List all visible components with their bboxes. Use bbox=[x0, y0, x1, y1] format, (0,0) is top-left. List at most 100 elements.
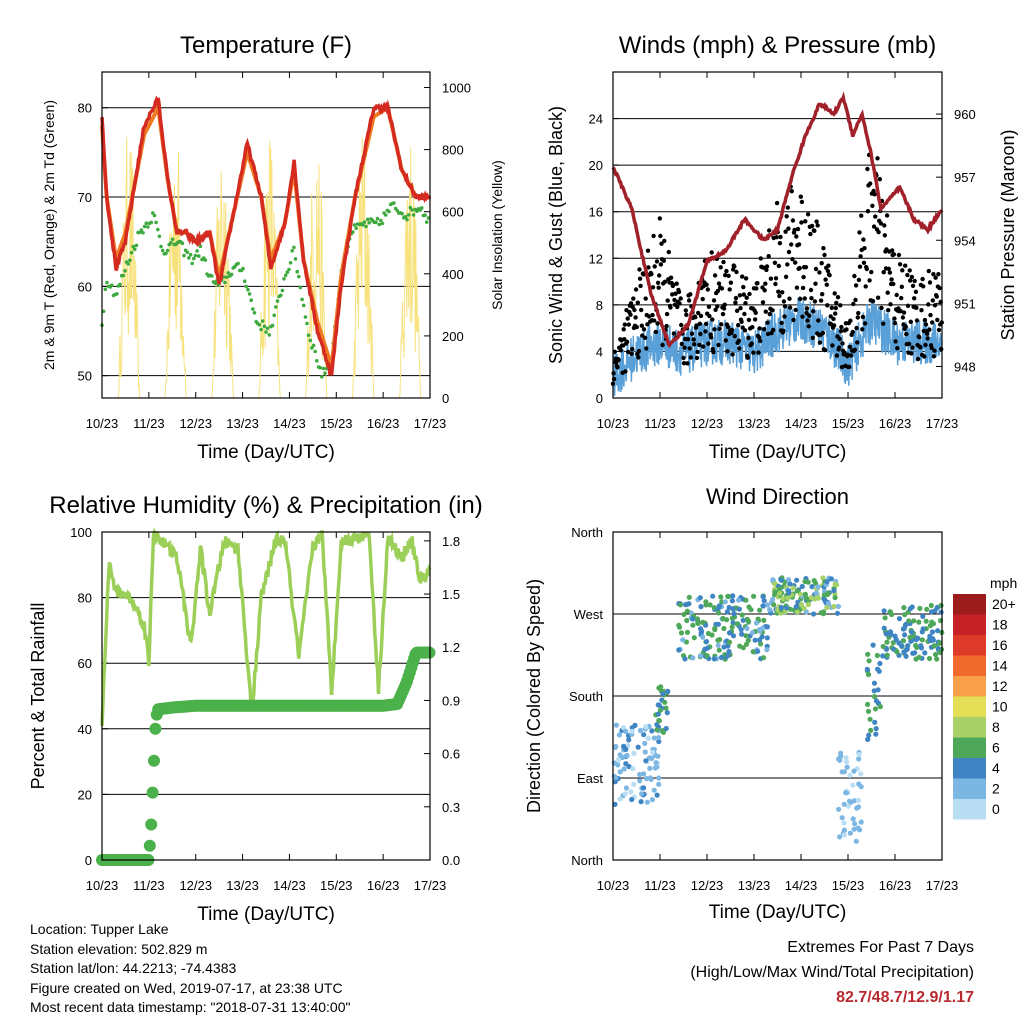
gust-point bbox=[912, 296, 917, 301]
gust-point bbox=[837, 336, 842, 342]
direction-point bbox=[718, 654, 725, 661]
gust-point bbox=[803, 219, 808, 224]
direction-point bbox=[844, 764, 850, 770]
gust-point bbox=[697, 342, 702, 348]
gust-point bbox=[734, 308, 740, 313]
gust-point bbox=[887, 270, 893, 275]
direction-point bbox=[815, 584, 821, 590]
direction-point bbox=[927, 635, 933, 641]
direction-point bbox=[835, 603, 842, 610]
gust-point bbox=[906, 341, 912, 347]
x-tick-label: 15/23 bbox=[320, 878, 353, 893]
colorbar-swatch bbox=[953, 676, 986, 697]
gust-point bbox=[664, 311, 670, 317]
direction-point bbox=[613, 743, 619, 750]
dewpoint-point bbox=[313, 349, 318, 354]
gust-point bbox=[796, 242, 802, 247]
x-tick-label: 14/23 bbox=[273, 878, 306, 893]
direction-point bbox=[824, 604, 830, 611]
direction-point bbox=[637, 727, 644, 734]
gust-point bbox=[933, 275, 938, 280]
gust-point bbox=[732, 264, 737, 269]
gust-point bbox=[655, 321, 660, 326]
direction-point bbox=[631, 781, 637, 788]
direction-point bbox=[856, 751, 862, 758]
gust-point bbox=[795, 226, 801, 232]
direction-point bbox=[647, 765, 653, 772]
gust-point bbox=[798, 296, 803, 302]
gust-point bbox=[850, 329, 855, 335]
dewpoint-point bbox=[192, 256, 196, 261]
direction-point bbox=[937, 640, 943, 646]
gust-point bbox=[937, 285, 942, 291]
gust-point bbox=[862, 246, 867, 251]
y-tick-label: 24 bbox=[589, 112, 603, 127]
gust-point bbox=[733, 295, 739, 301]
direction-point bbox=[662, 699, 668, 705]
dewpoint-point bbox=[264, 330, 268, 334]
gust-point bbox=[694, 355, 700, 361]
gust-point bbox=[808, 287, 814, 293]
gust-point bbox=[908, 278, 913, 283]
direction-point bbox=[721, 625, 727, 632]
dewpoint-point bbox=[187, 256, 191, 260]
gust-point bbox=[727, 287, 732, 292]
x-tick-label: 15/23 bbox=[320, 416, 353, 431]
gust-point bbox=[688, 292, 693, 297]
direction-point bbox=[932, 651, 939, 658]
gust-point bbox=[806, 324, 811, 329]
gust-point bbox=[685, 361, 690, 366]
gust-point bbox=[651, 233, 656, 239]
dewpoint-point bbox=[128, 258, 132, 263]
y-tick-label: 60 bbox=[78, 279, 92, 294]
x-tick-label: 14/23 bbox=[785, 878, 818, 893]
gust-point bbox=[799, 220, 804, 225]
gust-point bbox=[842, 350, 847, 355]
gust-point bbox=[878, 221, 884, 226]
gust-point bbox=[912, 278, 917, 284]
gust-point bbox=[798, 194, 803, 199]
direction-point bbox=[761, 598, 767, 604]
dewpoint-point bbox=[361, 223, 365, 227]
gust-point bbox=[639, 307, 644, 313]
direction-point bbox=[617, 769, 623, 775]
gust-point bbox=[722, 302, 727, 307]
y-axis-label: Percent & Total Rainfall bbox=[28, 603, 48, 790]
dewpoint-point bbox=[410, 208, 414, 212]
gust-point bbox=[875, 295, 881, 300]
direction-point bbox=[764, 602, 771, 608]
y2-tick-label: 948 bbox=[954, 359, 976, 374]
direction-point bbox=[929, 621, 935, 627]
gust-point bbox=[762, 288, 767, 293]
gust-point bbox=[859, 213, 864, 218]
dewpoint-point bbox=[420, 206, 424, 210]
gust-point bbox=[658, 262, 664, 267]
direction-point bbox=[907, 606, 913, 612]
gust-point bbox=[785, 205, 790, 210]
gust-point bbox=[855, 315, 860, 320]
gust-point bbox=[700, 296, 705, 302]
gust-point bbox=[733, 300, 738, 305]
gust-point bbox=[927, 327, 932, 332]
gust-point bbox=[861, 260, 867, 265]
direction-point bbox=[676, 647, 682, 653]
gust-point bbox=[708, 335, 714, 340]
dewpoint-point bbox=[321, 366, 326, 371]
direction-point bbox=[760, 603, 766, 609]
direction-point bbox=[831, 588, 837, 594]
dewpoint-point bbox=[279, 293, 283, 298]
direction-point bbox=[705, 630, 712, 637]
gust-point bbox=[936, 327, 942, 333]
x-tick-label: 12/23 bbox=[691, 416, 724, 431]
direction-point bbox=[642, 740, 648, 747]
gust-point bbox=[813, 266, 819, 272]
gust-point bbox=[655, 280, 661, 285]
gust-point bbox=[791, 317, 796, 323]
direction-point bbox=[704, 645, 711, 651]
direction-point bbox=[623, 785, 630, 791]
x-tick-label: 10/23 bbox=[597, 416, 630, 431]
direction-point bbox=[876, 668, 882, 674]
y-tick-label: South bbox=[569, 689, 603, 704]
direction-point bbox=[726, 648, 732, 655]
dewpoint-point bbox=[152, 213, 157, 218]
